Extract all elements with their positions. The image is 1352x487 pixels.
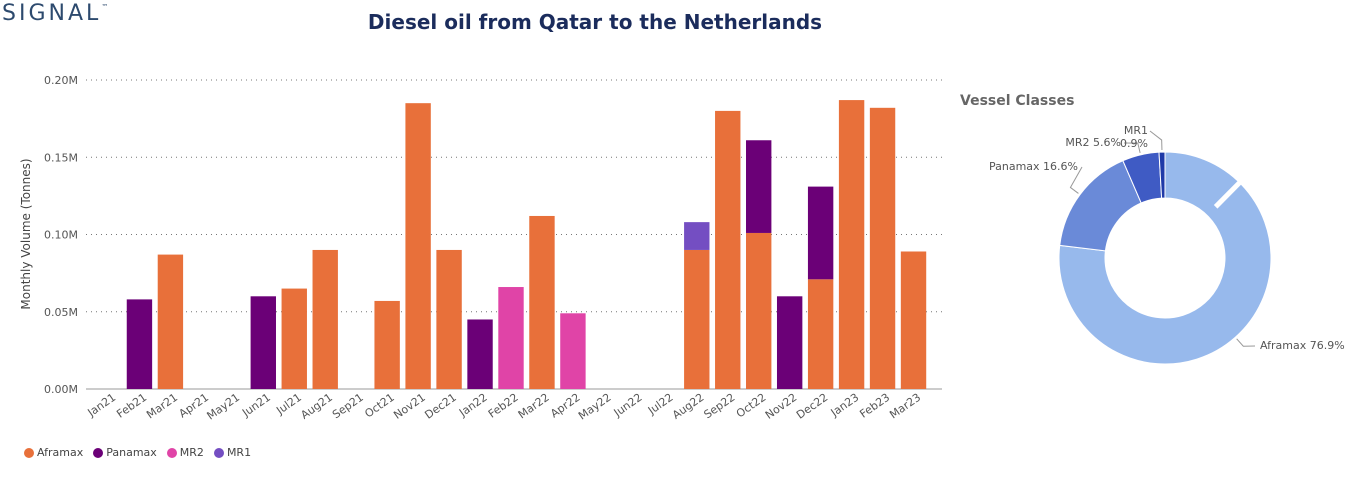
legend-dot-panamax bbox=[93, 447, 104, 458]
bar-panamax-nov22 bbox=[776, 296, 803, 389]
bar-aframax-mar22 bbox=[529, 215, 555, 389]
bar-aframax-aug21 bbox=[312, 249, 338, 389]
bar-panamax-oct22 bbox=[746, 140, 772, 233]
bar-aframax-aug22 bbox=[684, 249, 710, 389]
legend-item-aframax[interactable]: Aframax bbox=[24, 446, 83, 459]
legend-dot-mr1 bbox=[213, 447, 224, 458]
y-tick-label: 0.10M bbox=[44, 229, 78, 242]
donut-leader-line bbox=[1236, 338, 1256, 347]
bar-aframax-mar21 bbox=[157, 254, 184, 389]
donut-label-mr1-name: MR1 bbox=[1124, 124, 1148, 137]
donut-title: Vessel Classes bbox=[960, 93, 1075, 109]
bar-aframax-sep22 bbox=[715, 110, 741, 390]
donut-leader-line bbox=[1069, 166, 1083, 194]
bar-aframax-dec22 bbox=[807, 279, 834, 389]
donut-leader-line bbox=[1149, 130, 1163, 151]
bar-aframax-dec21 bbox=[436, 249, 462, 389]
bar-panamax-jun21 bbox=[250, 296, 276, 389]
donut-label-mr1-value: 0.9% bbox=[1120, 137, 1148, 150]
bar-aframax-jan23 bbox=[838, 100, 865, 390]
donut-leader-line bbox=[1123, 142, 1141, 154]
legend-dot-aframax bbox=[24, 447, 34, 458]
bar-panamax-feb21 bbox=[126, 299, 153, 389]
legend-label-mr1: MR1 bbox=[226, 446, 252, 459]
chart-title: Diesel oil from Qatar to the Netherlands bbox=[367, 10, 823, 34]
legend-label-mr2: MR2 bbox=[179, 446, 204, 459]
legend-label-aframax: Aframax bbox=[37, 446, 84, 459]
donut-slice-mr1 bbox=[1158, 151, 1166, 199]
bar-aframax-oct22 bbox=[746, 232, 772, 389]
donut-highlight bbox=[1213, 179, 1243, 209]
bar-aframax-oct21 bbox=[374, 300, 400, 389]
legend-dot-mr2 bbox=[166, 447, 177, 458]
bar-aframax-mar23 bbox=[900, 251, 927, 389]
donut-label-aframax: Aframax 76.9% bbox=[1260, 339, 1345, 352]
logo-text: SIGNAL bbox=[2, 1, 102, 26]
y-tick-label: 0.00M bbox=[44, 383, 78, 396]
bar-mr1-aug22 bbox=[684, 222, 710, 250]
y-tick-label: 0.05M bbox=[44, 306, 78, 319]
legend-label-panamax: Panamax bbox=[106, 446, 157, 459]
legend-item-panamax[interactable]: Panamax bbox=[93, 446, 157, 459]
y-tick-label: 0.15M bbox=[44, 151, 78, 164]
bar-aframax-nov21 bbox=[405, 103, 431, 390]
y-tick-label: 0.20M bbox=[44, 74, 78, 87]
chart-legend: Aframax Panamax MR2 MR1 bbox=[24, 446, 251, 459]
legend-item-mr2[interactable]: MR2 bbox=[166, 446, 204, 459]
logo-trademark: ™ bbox=[101, 3, 109, 11]
bar-panamax-jan22 bbox=[467, 319, 493, 389]
bar-mr2-apr22 bbox=[560, 313, 586, 389]
bar-mr2-feb22 bbox=[498, 287, 524, 389]
signal-logo: SIGNAL™ bbox=[2, 1, 108, 26]
donut-label-mr2: MR2 5.6% bbox=[1065, 136, 1121, 149]
bar-aframax-jul21 bbox=[281, 288, 307, 389]
donut-label-panamax: Panamax 16.6% bbox=[989, 160, 1078, 173]
bar-aframax-feb23 bbox=[869, 107, 896, 389]
legend-item-mr1[interactable]: MR1 bbox=[213, 446, 252, 459]
bar-panamax-dec22 bbox=[807, 186, 834, 280]
